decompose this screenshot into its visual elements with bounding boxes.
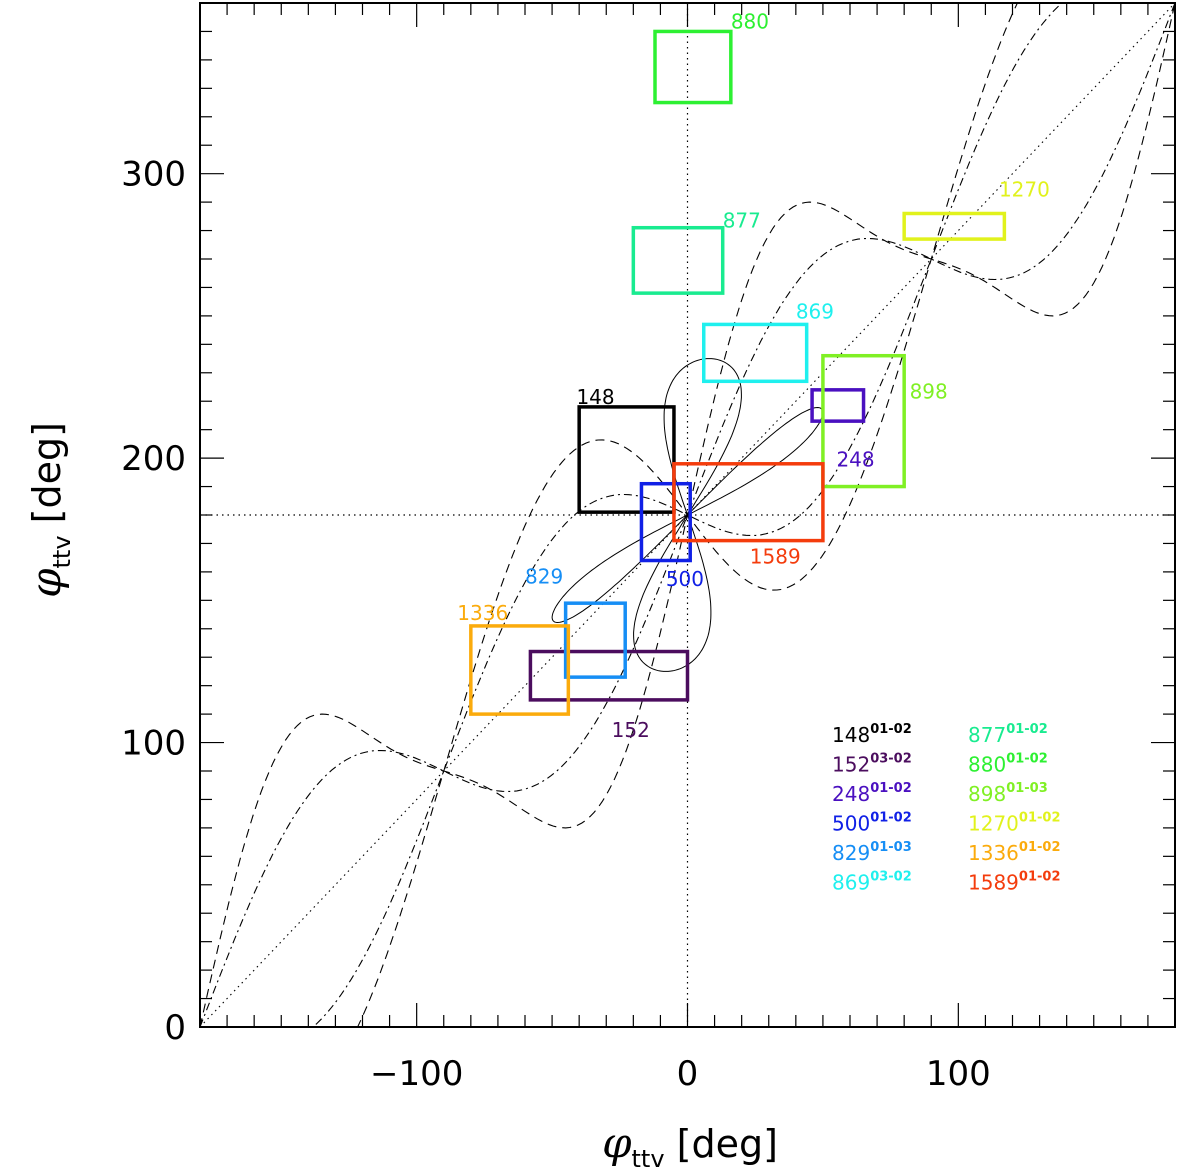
box-148: [577, 405, 676, 514]
box-labels: 148 152 248 500 829 869 877 880 898 1270 1336 1589: [457, 10, 1050, 742]
box-label-148: 148: [576, 385, 614, 409]
box-500: [639, 481, 692, 563]
legend-entry-869: 86903-02: [832, 870, 912, 895]
x-tick-label: −100: [370, 1054, 463, 1094]
reference-lines: [200, 3, 1175, 1027]
box-label-898: 898: [910, 379, 948, 403]
y-tick-label: 100: [121, 724, 186, 764]
box-label-1336: 1336: [457, 601, 508, 625]
y-axis-title: φttv [deg]: [21, 422, 76, 598]
box-898: [821, 353, 906, 489]
box-1589: [672, 462, 825, 543]
legend-entry-877: 87701-02: [968, 722, 1048, 747]
model-curves: [200, 3, 1175, 1027]
legend-entry-898: 89801-03: [968, 781, 1048, 806]
y-tick-label: 0: [164, 1008, 186, 1048]
axis-ticks: [199, 2, 1176, 1028]
box-label-869: 869: [796, 300, 834, 324]
box-label-880: 880: [731, 10, 769, 34]
box-label-500: 500: [666, 567, 704, 591]
legend-entry-152: 15203-02: [832, 752, 912, 777]
y-tick-label: 200: [121, 439, 186, 479]
box-869: [702, 322, 809, 384]
legend-entry-148: 14801-02: [832, 722, 912, 747]
box-label-877: 877: [723, 209, 761, 233]
legend-entry-1589: 158901-02: [968, 870, 1060, 895]
legend-entry-248: 24801-02: [832, 781, 912, 806]
legend-entry-880: 88001-02: [968, 752, 1048, 777]
box-label-1589: 1589: [750, 544, 801, 568]
x-tick-label: 100: [926, 1054, 991, 1094]
data-boxes: [469, 29, 1007, 716]
box-877: [631, 225, 725, 295]
tick-labels: −100 0 100 0 100 200 300: [121, 155, 991, 1094]
box-1336: [469, 624, 571, 716]
box-152: [528, 649, 690, 702]
box-label-829: 829: [525, 564, 563, 588]
x-tick-label: 0: [677, 1054, 699, 1094]
dotted-diagonal-curve: [200, 3, 1175, 1027]
box-1270: [902, 211, 1007, 241]
legend-entry-1270: 127001-02: [968, 811, 1060, 836]
box-label-1270: 1270: [999, 177, 1050, 201]
box-label-152: 152: [612, 718, 650, 742]
dashed-curve-a: [200, 3, 1175, 1027]
box-829: [563, 601, 627, 679]
y-tick-label: 300: [121, 155, 186, 195]
legend-entry-829: 82901-03: [832, 840, 912, 865]
box-880: [653, 29, 733, 105]
box-label-248: 248: [836, 448, 874, 472]
legend: 14801-02 15203-02 24801-02 50001-02 82901-03…: [832, 722, 1060, 895]
x-axis-title: φttv [deg]: [602, 1118, 778, 1173]
legend-entry-500: 50001-02: [832, 811, 912, 836]
legend-entry-1336: 133601-02: [968, 840, 1060, 865]
box-248: [810, 388, 866, 423]
